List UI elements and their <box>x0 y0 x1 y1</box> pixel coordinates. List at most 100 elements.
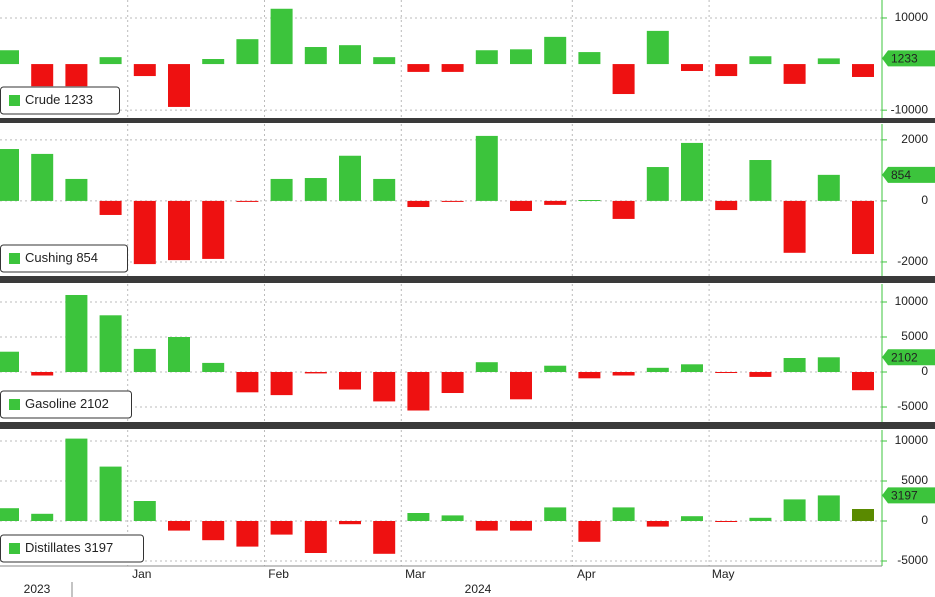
bar <box>270 8 293 65</box>
bar <box>612 200 635 219</box>
bar <box>783 499 806 521</box>
bar <box>0 149 19 201</box>
legend-box <box>0 86 120 115</box>
bar <box>339 521 361 525</box>
bar <box>407 64 430 72</box>
bar <box>168 337 190 373</box>
bar <box>852 509 874 521</box>
bar <box>681 142 703 201</box>
bar <box>817 495 840 521</box>
bar <box>270 178 293 201</box>
y-tick-label: 2000 <box>901 132 928 146</box>
bar <box>133 348 156 373</box>
bar <box>441 64 464 72</box>
bar <box>202 362 225 373</box>
bar <box>681 64 703 71</box>
bar <box>715 521 738 522</box>
y-tick-label: 5000 <box>901 473 928 487</box>
legend-label: Distillates 3197 <box>25 540 113 555</box>
bar <box>65 294 88 373</box>
bar <box>852 64 874 77</box>
bar <box>578 372 601 379</box>
bar <box>817 58 840 65</box>
bar <box>133 64 156 77</box>
bar <box>304 521 327 553</box>
bar <box>99 57 122 65</box>
bar <box>31 513 54 521</box>
bar <box>749 56 772 65</box>
panel-separator <box>0 276 935 283</box>
panel-separator <box>0 118 935 123</box>
bar <box>510 372 532 400</box>
bar <box>475 135 498 201</box>
bar <box>441 372 464 394</box>
bar <box>510 49 532 65</box>
year-label: 2024 <box>465 582 492 596</box>
bar <box>373 372 396 402</box>
bar <box>544 36 567 65</box>
bar <box>578 200 601 201</box>
legend-value: 1233 <box>64 92 93 107</box>
bar <box>0 50 19 65</box>
bar <box>510 521 532 531</box>
bar <box>133 501 156 521</box>
y-tick-label: -5000 <box>897 553 928 567</box>
bar <box>749 372 772 377</box>
bar <box>715 372 738 374</box>
bar <box>646 167 669 201</box>
bar <box>373 521 396 554</box>
legend-name: Crude <box>25 92 60 107</box>
bar <box>612 507 635 521</box>
legend-box <box>0 534 144 563</box>
legend-swatch <box>9 399 20 410</box>
y-tick-label: 0 <box>921 364 928 378</box>
bar <box>475 362 498 373</box>
value-tag-label: 1233 <box>891 52 918 66</box>
bar <box>339 372 361 390</box>
bar <box>612 372 635 376</box>
bar <box>202 59 225 65</box>
bar <box>715 200 738 211</box>
bar <box>441 200 464 202</box>
bar <box>65 178 88 201</box>
y-tick-label: 0 <box>921 513 928 527</box>
year-label: 2023 <box>24 582 51 596</box>
panel-separator <box>0 422 935 429</box>
bar <box>407 200 430 208</box>
x-tick-label: Mar <box>405 567 426 581</box>
bar <box>783 64 806 84</box>
bar <box>441 515 464 521</box>
x-tick-label: Feb <box>268 567 289 581</box>
bar <box>646 30 669 65</box>
bar <box>817 174 840 201</box>
bar <box>202 200 225 259</box>
bar <box>339 155 361 201</box>
legend-box <box>0 244 128 273</box>
bar <box>373 178 396 201</box>
legend-swatch <box>9 253 20 264</box>
bar <box>202 521 225 541</box>
value-tag-label: 2102 <box>891 350 918 364</box>
bar <box>852 372 874 391</box>
bar <box>510 200 532 211</box>
value-tag <box>882 487 935 504</box>
bar <box>168 64 190 107</box>
bar <box>544 200 567 205</box>
bar <box>270 372 293 396</box>
bar <box>270 521 293 535</box>
bar <box>646 367 669 373</box>
bar <box>475 521 498 531</box>
bar <box>749 160 772 201</box>
bar <box>65 64 88 87</box>
legend-value: 3197 <box>84 540 113 555</box>
bar <box>0 351 19 373</box>
value-tag-label: 854 <box>891 168 911 182</box>
bar <box>681 364 703 373</box>
bar <box>0 508 19 521</box>
bar <box>31 372 54 376</box>
y-tick-label: 0 <box>921 193 928 207</box>
legend-box <box>0 390 132 419</box>
value-tag-label: 3197 <box>891 489 918 503</box>
legend-value: 2102 <box>80 396 109 411</box>
